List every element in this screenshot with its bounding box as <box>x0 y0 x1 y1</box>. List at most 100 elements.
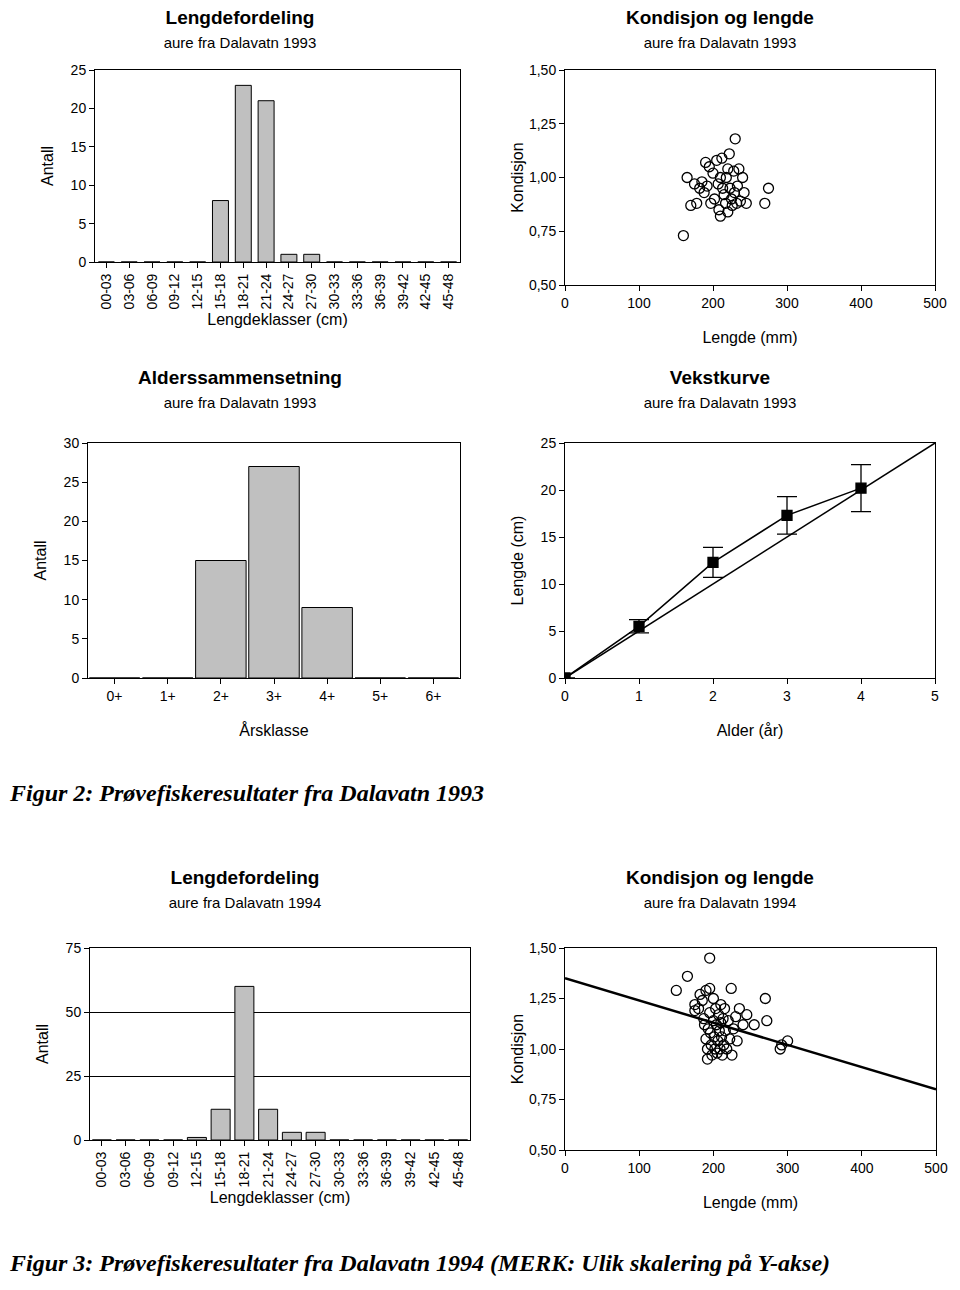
svg-text:0: 0 <box>73 1132 81 1148</box>
svg-text:36-39: 36-39 <box>378 1151 394 1187</box>
svg-text:24-27: 24-27 <box>283 1151 299 1187</box>
svg-text:24-27: 24-27 <box>280 273 296 309</box>
svg-text:39-42: 39-42 <box>402 1151 418 1187</box>
svg-text:18-21: 18-21 <box>235 273 251 309</box>
svg-text:Antall: Antall <box>39 146 56 186</box>
svg-text:20: 20 <box>64 513 80 529</box>
svg-text:300: 300 <box>776 1160 800 1176</box>
svg-text:Lengde (mm): Lengde (mm) <box>702 329 797 346</box>
svg-text:21-24: 21-24 <box>258 273 274 309</box>
svg-text:200: 200 <box>702 1160 726 1176</box>
svg-text:400: 400 <box>849 295 873 311</box>
svg-text:5: 5 <box>548 623 556 639</box>
svg-text:30-33: 30-33 <box>326 273 342 309</box>
svg-text:Kondisjon og lengdeaure fra Da: Kondisjon og lengdeaure fra Dalavatn 199… <box>626 7 814 52</box>
svg-text:18-21: 18-21 <box>236 1151 252 1187</box>
svg-text:39-42: 39-42 <box>395 273 411 309</box>
svg-text:Alderssammensetningaure fra Da: Alderssammensetningaure fra Dalavatn 199… <box>138 367 342 412</box>
svg-text:Årsklasse: Årsklasse <box>239 721 308 739</box>
svg-text:3: 3 <box>783 688 791 704</box>
svg-text:10: 10 <box>64 592 80 608</box>
svg-text:15-18: 15-18 <box>212 1151 228 1187</box>
svg-text:12-15: 12-15 <box>189 273 205 309</box>
svg-text:0,50: 0,50 <box>529 1142 556 1158</box>
svg-text:100: 100 <box>628 1160 652 1176</box>
svg-text:0: 0 <box>561 688 569 704</box>
svg-text:00-03: 00-03 <box>98 273 114 309</box>
svg-text:Alder (år): Alder (år) <box>717 722 784 739</box>
svg-text:1: 1 <box>635 688 643 704</box>
svg-text:42-45: 42-45 <box>426 1151 442 1187</box>
svg-text:6+: 6+ <box>425 688 441 704</box>
svg-text:0: 0 <box>71 670 79 686</box>
svg-text:15-18: 15-18 <box>212 273 228 309</box>
svg-text:4+: 4+ <box>319 688 335 704</box>
svg-text:100: 100 <box>627 295 651 311</box>
svg-text:0: 0 <box>548 670 556 686</box>
svg-text:5: 5 <box>931 688 939 704</box>
svg-text:00-03: 00-03 <box>93 1151 109 1187</box>
svg-text:1,50: 1,50 <box>529 940 556 956</box>
svg-text:21-24: 21-24 <box>260 1151 276 1187</box>
svg-text:Lengdeklasser (cm): Lengdeklasser (cm) <box>210 1189 351 1206</box>
svg-text:1,00: 1,00 <box>529 169 556 185</box>
svg-text:200: 200 <box>701 295 725 311</box>
svg-text:25: 25 <box>66 1068 82 1084</box>
svg-text:1,25: 1,25 <box>529 116 556 132</box>
svg-text:45-48: 45-48 <box>450 1151 466 1187</box>
svg-text:0,75: 0,75 <box>529 223 556 239</box>
svg-text:06-09: 06-09 <box>141 1151 157 1187</box>
svg-text:12-15: 12-15 <box>188 1151 204 1187</box>
svg-text:5: 5 <box>71 631 79 647</box>
svg-text:Vekstkurveaure fra Dalavatn 19: Vekstkurveaure fra Dalavatn 1993 <box>644 367 797 412</box>
svg-text:4: 4 <box>857 688 865 704</box>
svg-text:Antall: Antall <box>32 540 49 580</box>
svg-text:33-36: 33-36 <box>355 1151 371 1187</box>
svg-text:06-09: 06-09 <box>144 273 160 309</box>
svg-text:09-12: 09-12 <box>165 1151 181 1187</box>
svg-text:5+: 5+ <box>372 688 388 704</box>
svg-text:0: 0 <box>561 1160 569 1176</box>
svg-text:0,50: 0,50 <box>529 277 556 293</box>
svg-text:3+: 3+ <box>266 688 282 704</box>
svg-text:Lengde (mm): Lengde (mm) <box>703 1194 798 1211</box>
svg-text:500: 500 <box>924 1160 948 1176</box>
svg-text:Kondisjon: Kondisjon <box>509 1014 526 1084</box>
svg-text:50: 50 <box>66 1004 82 1020</box>
svg-text:500: 500 <box>923 295 947 311</box>
svg-text:33-36: 33-36 <box>349 273 365 309</box>
svg-text:2+: 2+ <box>213 688 229 704</box>
svg-text:0: 0 <box>561 295 569 311</box>
svg-text:27-30: 27-30 <box>303 273 319 309</box>
svg-text:1,50: 1,50 <box>529 62 556 78</box>
svg-text:27-30: 27-30 <box>307 1151 323 1187</box>
svg-text:03-06: 03-06 <box>117 1151 133 1187</box>
svg-text:25: 25 <box>541 435 557 451</box>
svg-text:25: 25 <box>64 474 80 490</box>
svg-text:36-39: 36-39 <box>372 273 388 309</box>
svg-text:0+: 0+ <box>107 688 123 704</box>
svg-text:30: 30 <box>64 435 80 451</box>
svg-text:03-06: 03-06 <box>121 273 137 309</box>
svg-text:Kondisjon og lengdeaure fra Da: Kondisjon og lengdeaure fra Dalavatn 199… <box>626 867 814 912</box>
svg-text:15: 15 <box>71 139 87 155</box>
svg-text:20: 20 <box>541 482 557 498</box>
svg-text:42-45: 42-45 <box>417 273 433 309</box>
svg-text:Lengdefordelingaure fra Dalava: Lengdefordelingaure fra Dalavatn 1994 <box>169 867 322 912</box>
svg-text:Kondisjon: Kondisjon <box>509 142 526 212</box>
svg-text:10: 10 <box>71 177 87 193</box>
svg-text:0: 0 <box>78 254 86 270</box>
svg-text:25: 25 <box>71 62 87 78</box>
svg-text:400: 400 <box>850 1160 874 1176</box>
svg-text:Lengdefordelingaure fra Dalava: Lengdefordelingaure fra Dalavatn 1993 <box>164 7 317 52</box>
svg-text:1,25: 1,25 <box>529 990 556 1006</box>
svg-text:Lengde (cm): Lengde (cm) <box>509 516 526 606</box>
svg-text:2: 2 <box>709 688 717 704</box>
svg-text:5: 5 <box>78 216 86 232</box>
svg-text:300: 300 <box>775 295 799 311</box>
svg-text:15: 15 <box>541 529 557 545</box>
svg-text:10: 10 <box>541 576 557 592</box>
svg-text:Lengdeklasser (cm): Lengdeklasser (cm) <box>207 311 348 328</box>
svg-text:20: 20 <box>71 100 87 116</box>
svg-text:45-48: 45-48 <box>440 273 456 309</box>
